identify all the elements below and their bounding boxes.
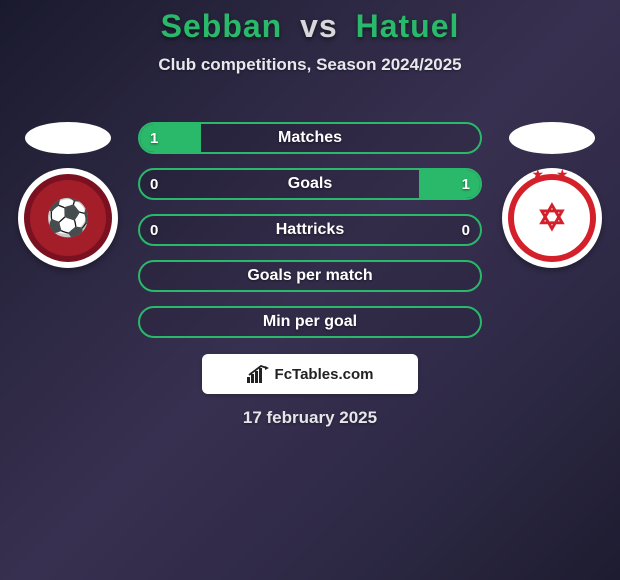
player1-crest: ⚽ — [18, 168, 118, 268]
comparison-card: Sebban vs Hatuel Club competitions, Seas… — [0, 0, 620, 580]
stats-panel: Matches1Goals01Hattricks00Goals per matc… — [138, 122, 482, 338]
player1-name: Sebban — [161, 8, 283, 44]
stat-row: Goals0 1 — [138, 168, 482, 200]
date-label: 17 february 2025 — [0, 408, 620, 428]
stat-label: Matches — [140, 124, 480, 152]
stat-label: Goals per match — [140, 262, 480, 290]
stat-label: Hattricks — [140, 216, 480, 244]
stat-value-right: 1 — [462, 170, 470, 198]
stat-row: Matches1 — [138, 122, 482, 154]
stat-label: Min per goal — [140, 308, 480, 336]
player2-crest-stars: ★ ★ — [532, 166, 573, 183]
chart-icon — [247, 365, 269, 383]
stat-value-left: 0 — [150, 170, 158, 198]
player2-crest: ★ ★ ✡ — [502, 168, 602, 268]
subtitle: Club competitions, Season 2024/2025 — [0, 55, 620, 75]
right-column: ★ ★ ✡ — [502, 122, 602, 268]
player1-silhouette — [25, 122, 111, 154]
stat-row: Goals per match — [138, 260, 482, 292]
player2-name: Hatuel — [356, 8, 460, 44]
page-title: Sebban vs Hatuel — [0, 8, 620, 45]
credit-box: FcTables.com — [202, 354, 418, 394]
player1-crest-inner: ⚽ — [24, 174, 112, 262]
left-column: ⚽ — [18, 122, 118, 268]
stat-row: Hattricks0 0 — [138, 214, 482, 246]
stat-row: Min per goal — [138, 306, 482, 338]
stat-value-left: 1 — [150, 124, 158, 152]
stat-value-right: 0 — [462, 216, 470, 244]
credit-text: FcTables.com — [275, 366, 374, 383]
player2-crest-inner: ✡ — [508, 174, 596, 262]
vs-separator: vs — [300, 8, 338, 44]
stat-value-left: 0 — [150, 216, 158, 244]
player2-silhouette — [509, 122, 595, 154]
stat-label: Goals — [140, 170, 480, 198]
